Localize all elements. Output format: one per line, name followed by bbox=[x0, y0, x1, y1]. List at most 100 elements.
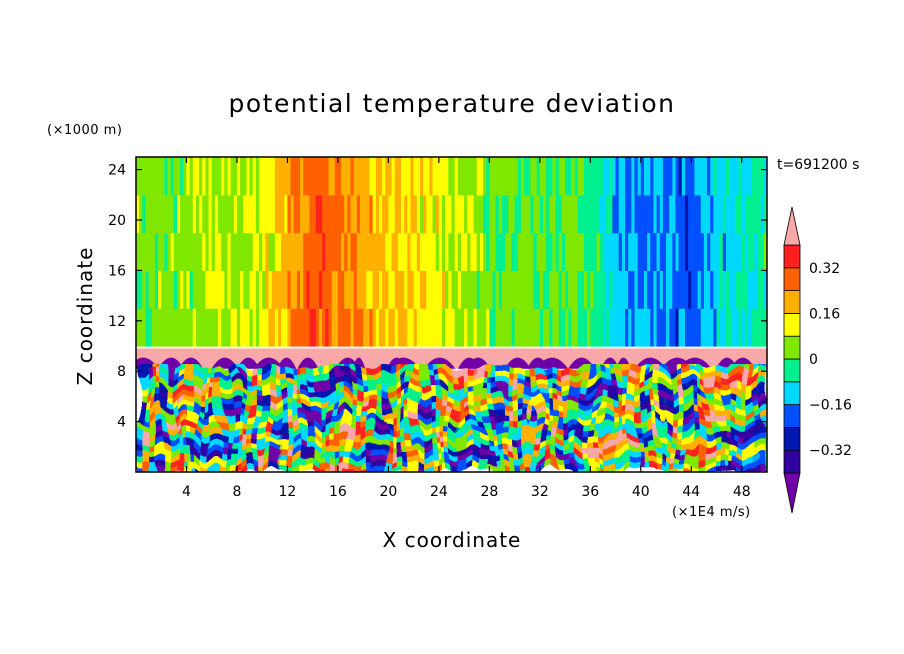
upper-field-cell bbox=[527, 270, 531, 309]
turbulence-cell bbox=[337, 454, 345, 462]
turbulence-cell bbox=[274, 420, 282, 428]
turbulence-cell bbox=[571, 415, 579, 422]
turbulence-cell bbox=[748, 386, 755, 394]
turbulence-cell bbox=[243, 386, 251, 394]
turbulence-cell bbox=[653, 426, 661, 433]
turbulence-cell bbox=[451, 381, 459, 388]
upper-field-cell bbox=[259, 194, 263, 234]
upper-field-cell bbox=[637, 157, 642, 196]
turbulence-cell bbox=[173, 454, 181, 462]
turbulence-cell bbox=[533, 369, 541, 377]
turbulence-cell bbox=[413, 392, 421, 399]
turbulence-cell bbox=[344, 432, 352, 439]
turbulence-cell bbox=[363, 386, 371, 394]
turbulence-cell bbox=[186, 409, 194, 416]
upper-field-cell bbox=[246, 157, 251, 196]
turbulence-cell bbox=[419, 454, 427, 462]
upper-field-cell bbox=[748, 270, 752, 309]
upper-field-cell bbox=[281, 194, 285, 234]
turbulence-cell bbox=[331, 375, 339, 382]
turbulence-cell bbox=[142, 432, 150, 439]
turbulence-cell bbox=[344, 381, 352, 388]
turbulence-cell bbox=[300, 375, 307, 382]
upper-field-cell bbox=[577, 194, 582, 234]
turbulence-cell bbox=[287, 369, 295, 377]
turbulence-cell bbox=[470, 420, 478, 428]
turbulence-cell bbox=[274, 415, 282, 422]
turbulence-cell bbox=[546, 392, 554, 399]
turbulence-cell bbox=[136, 392, 143, 399]
turbulence-cell bbox=[653, 369, 661, 377]
turbulence-cell bbox=[672, 460, 680, 467]
upper-field-cell bbox=[678, 194, 683, 234]
turbulence-cell bbox=[318, 364, 326, 371]
upper-field-cell bbox=[618, 308, 623, 347]
upper-field-cell bbox=[744, 232, 749, 271]
turbulence-cell bbox=[382, 426, 389, 433]
turbulence-cell bbox=[318, 375, 326, 382]
turbulence-cell bbox=[432, 432, 440, 439]
upper-field-cell bbox=[735, 157, 740, 196]
turbulence-cell bbox=[192, 369, 200, 377]
upper-field-cell bbox=[552, 232, 557, 271]
turbulence-cell bbox=[350, 449, 358, 456]
turbulence-cell bbox=[659, 460, 667, 467]
turbulence-cell bbox=[262, 466, 270, 472]
turbulence-cell bbox=[236, 454, 244, 462]
upper-field-cell bbox=[378, 194, 383, 234]
turbulence-cell bbox=[262, 403, 270, 411]
turbulence-cell bbox=[748, 398, 755, 405]
turbulence-cell bbox=[438, 466, 446, 472]
upper-field-cell bbox=[139, 232, 143, 271]
turbulence-cell bbox=[754, 398, 762, 405]
upper-field-cell bbox=[211, 157, 216, 196]
upper-field-cell bbox=[240, 194, 244, 234]
turbulence-cell bbox=[760, 398, 767, 405]
upper-field-cell bbox=[590, 270, 595, 309]
turbulence-cell bbox=[508, 403, 516, 411]
turbulence-cell bbox=[268, 466, 276, 472]
upper-field-cell bbox=[722, 194, 727, 234]
turbulence-cell bbox=[615, 437, 623, 445]
upper-field-cell bbox=[558, 270, 563, 309]
turbulence-cell bbox=[741, 449, 749, 456]
turbulence-cell bbox=[495, 466, 503, 472]
turbulence-cell bbox=[565, 415, 572, 422]
turbulence-cell bbox=[451, 437, 459, 445]
turbulence-cell bbox=[602, 454, 610, 462]
turbulence-cell bbox=[609, 454, 617, 462]
turbulence-cell bbox=[136, 381, 143, 388]
turbulence-cell bbox=[445, 449, 453, 456]
turbulence-cell bbox=[621, 398, 629, 405]
turbulence-cell bbox=[729, 392, 737, 399]
upper-field-cell bbox=[388, 232, 393, 271]
upper-field-cell bbox=[306, 308, 311, 347]
upper-field-cell bbox=[533, 157, 538, 196]
turbulence-cell bbox=[268, 392, 276, 399]
turbulence-cell bbox=[590, 437, 598, 445]
turbulence-cell bbox=[350, 437, 358, 445]
upper-field-cell bbox=[205, 270, 210, 309]
turbulence-cell bbox=[148, 437, 156, 445]
turbulence-cell bbox=[457, 392, 465, 399]
upper-field-cell bbox=[271, 232, 276, 271]
upper-field-cell bbox=[259, 308, 263, 347]
upper-field-cell bbox=[675, 270, 680, 309]
upper-field-cell bbox=[167, 308, 172, 347]
turbulence-cell bbox=[192, 364, 200, 371]
upper-field-cell bbox=[584, 308, 588, 347]
turbulence-cell bbox=[678, 426, 686, 433]
turbulence-cell bbox=[287, 426, 295, 433]
turbulence-cell bbox=[735, 466, 743, 472]
turbulence-cell bbox=[205, 443, 213, 450]
turbulence-cell bbox=[577, 420, 585, 428]
turbulence-cell bbox=[432, 466, 440, 472]
turbulence-cell bbox=[154, 392, 162, 399]
upper-field-cell bbox=[511, 232, 516, 271]
upper-field-cell bbox=[643, 157, 648, 196]
turbulence-cell bbox=[659, 437, 667, 445]
upper-field-cell bbox=[448, 232, 453, 271]
turbulence-cell bbox=[154, 460, 162, 467]
turbulence-cell bbox=[438, 415, 446, 422]
turbulence-cell bbox=[546, 409, 554, 416]
